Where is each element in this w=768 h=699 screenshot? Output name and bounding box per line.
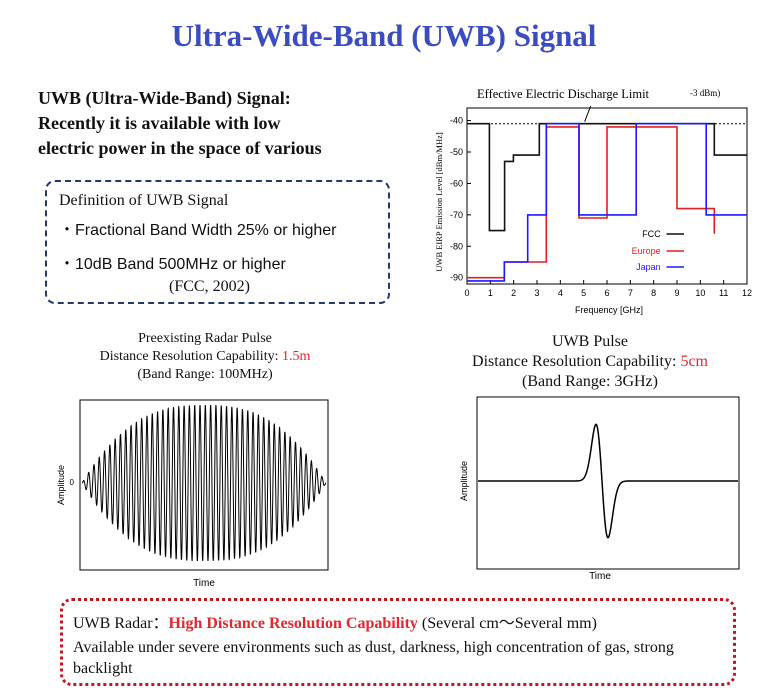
emission-x-tick-label: 6	[604, 288, 609, 298]
radar-ylabel: Amplitude	[56, 465, 66, 505]
uwb-title: UWB Pulse	[552, 333, 628, 350]
emission-limit-label: -3 dBm)	[690, 88, 720, 98]
uwb-pulse-waveform	[478, 423, 738, 539]
emission-xlabel: Frequency [GHz]	[575, 305, 643, 315]
emission-x-tick-label: 4	[558, 288, 563, 298]
bottom-line-2: Available under severe environments such…	[73, 639, 674, 677]
emission-x-tick-label: 3	[534, 288, 539, 298]
emission-series-japan	[467, 122, 747, 282]
emission-x-tick-label: 7	[628, 288, 633, 298]
emission-legend-label: Japan	[636, 262, 661, 272]
emission-series-fcc	[467, 122, 747, 232]
definition-heading: Definition of UWB Signal	[59, 192, 229, 209]
definition-item-2: ・10dB Band 500MHz or higher	[59, 256, 286, 273]
emission-legend-label: Europe	[632, 246, 661, 256]
uwb-band: (Band Range: 3GHz)	[522, 373, 658, 390]
radar-plot-frame	[79, 399, 329, 571]
radar-title: Preexisting Radar Pulse	[138, 331, 272, 346]
emission-x-tick-label: 12	[742, 288, 752, 298]
radar-resolution-value: 1.5m	[281, 349, 311, 364]
emission-x-tick-label: 2	[511, 288, 516, 298]
emission-y-tick-label: -70	[450, 210, 463, 220]
uwb-xlabel: Time	[589, 571, 611, 582]
bottom-line-1: UWB Radar：High Distance Resolution Capab…	[73, 615, 597, 632]
emission-top-label: Effective Electric Discharge Limit	[477, 87, 650, 101]
emission-y-tick-label: -80	[450, 241, 463, 251]
radar-xlabel: Time	[193, 578, 215, 588]
radar-caption: Preexisting Radar Pulse Distance Resolut…	[55, 330, 355, 384]
radar-pulse-waveform	[81, 404, 327, 562]
emission-x-tick-label: 10	[695, 288, 705, 298]
emission-x-tick-label: 1	[488, 288, 493, 298]
uwb-ylabel: Amplitude	[459, 461, 469, 501]
uwb-resolution-value: 5cm	[680, 353, 708, 370]
emission-y-tick-label: -60	[450, 178, 463, 188]
radar-resolution: Distance Resolution Capability: 1.5m	[99, 349, 311, 364]
emission-x-tick-label: 9	[674, 288, 679, 298]
emission-arrow	[584, 105, 592, 122]
radar-band: (Band Range: 100MHz)	[137, 367, 273, 382]
emission-x-tick-label: 8	[651, 288, 656, 298]
emission-ylabel: UWB EIRP Emission Level [dBm/MHz]	[434, 132, 444, 272]
uwb-caption: UWB Pulse Distance Resolution Capability…	[430, 332, 750, 392]
intro-text: UWB (Ultra-Wide-Band) Signal: Recently i…	[38, 86, 418, 161]
uwb-pulse-plot: Amplitude Time	[459, 396, 740, 582]
uwb-plot-frame	[476, 396, 740, 570]
definition-item-1: ・Fractional Band Width 25% or higher	[59, 222, 337, 239]
intro-line-1: UWB (Ultra-Wide-Band) Signal:	[38, 88, 291, 108]
definition-box: Definition of UWB Signal ・Fractional Ban…	[45, 180, 390, 304]
emission-x-tick-label: 11	[719, 288, 728, 298]
radar-y-zero: 0	[70, 478, 75, 487]
emission-x-tick-label: 5	[581, 288, 586, 298]
emission-chart: Effective Electric Discharge Limit -3 dB…	[434, 87, 752, 315]
emission-legend-label: FCC	[642, 229, 661, 239]
uwb-resolution: Distance Resolution Capability: 5cm	[472, 353, 708, 370]
emission-x-tick-label: 0	[464, 288, 469, 298]
bottom-summary-box: UWB Radar：High Distance Resolution Capab…	[60, 598, 736, 686]
definition-citation: (FCC, 2002)	[169, 278, 250, 295]
bottom-highlight: High Distance Resolution Capability	[168, 615, 418, 632]
emission-y-tick-label: -50	[450, 147, 463, 157]
page-title: Ultra-Wide-Band (UWB) Signal	[171, 18, 597, 53]
emission-y-tick-label: -90	[450, 273, 463, 283]
emission-y-tick-label: -40	[450, 116, 463, 126]
radar-pulse-plot: Amplitude 0 Time	[56, 399, 329, 588]
intro-line-2: Recently it is available with low	[38, 113, 281, 133]
intro-line-3: electric power in the space of various	[38, 138, 322, 158]
